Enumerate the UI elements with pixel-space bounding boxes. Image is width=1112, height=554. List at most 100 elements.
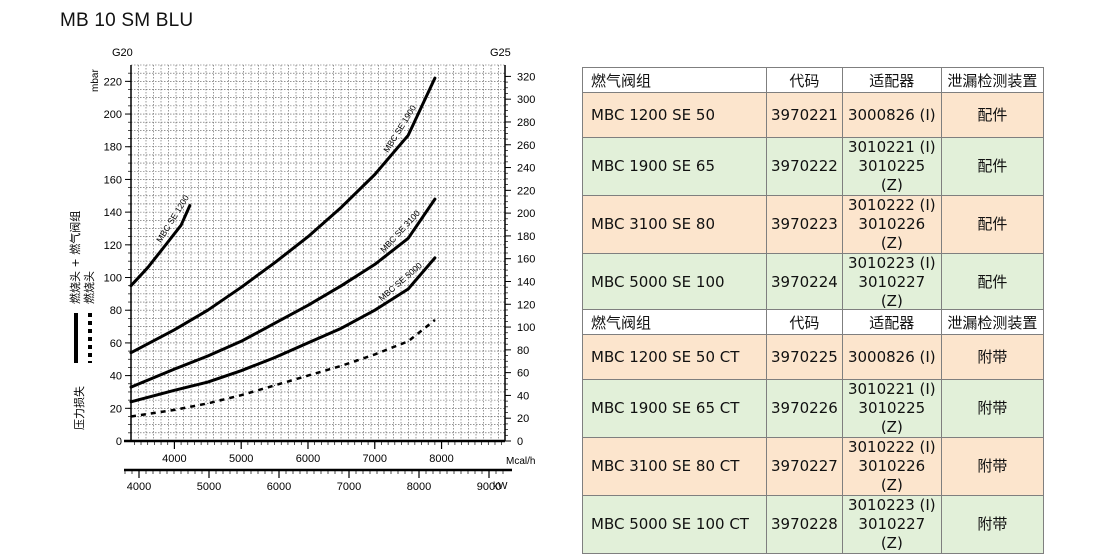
legend-title: 压力损失 [72, 386, 86, 430]
adapter-line: 3010222 (I) [847, 196, 936, 214]
table-row: MBC 1900 SE 65 CT 3970226 3010221 (I) 301… [582, 379, 1045, 438]
leak-detection: 附带 [940, 379, 1045, 438]
leak-detection: 附带 [940, 437, 1045, 496]
adapter-code: 3010222 (I) 3010226 (Z) [841, 195, 942, 254]
adapter-code: 3010221 (I) 3010225 (Z) [841, 379, 942, 438]
table-row: MBC 5000 SE 100 3970224 3010223 (I) 30102… [582, 253, 1045, 312]
left-tick-label: 100 [104, 273, 122, 285]
adapter-line: 3010221 (I) [847, 138, 936, 156]
series-point [163, 245, 165, 247]
series-point [207, 355, 209, 357]
valve-name: MBC 5000 SE 100 [582, 253, 767, 312]
series-point [434, 77, 436, 79]
series-line-0 [129, 204, 192, 288]
left-axis-top-label: G20 [112, 47, 133, 59]
series-point [130, 285, 132, 287]
adapter-line: 3000826 (I) [847, 347, 936, 366]
series-point [173, 368, 175, 370]
series-point [307, 304, 309, 306]
table-header-row: 燃气阀组 代码 适配器 泄漏检测装置 [582, 309, 1045, 335]
leak-detection: 附带 [940, 495, 1045, 554]
adapter-line: 3010227 (Z) [858, 273, 926, 310]
table-row: MBC 5000 SE 100 CT 3970228 3010223 (I) 30… [582, 495, 1045, 554]
page-title: MB 10 SM BLU [60, 10, 194, 31]
series-point [147, 267, 149, 269]
series-point [407, 288, 409, 290]
valve-name: MBC 5000 SE 100 CT [582, 495, 767, 554]
right-tick-label: 100 [517, 322, 535, 334]
gas-valve-table-included: 燃气阀组 代码 适配器 泄漏检测装置 MBC 1200 SE 50 CT 397… [582, 309, 1045, 554]
left-tick-label: 40 [110, 371, 122, 383]
valve-code: 3970223 [766, 195, 843, 254]
leak-detection: 配件 [940, 253, 1045, 312]
series-point [340, 327, 342, 329]
series-point [180, 224, 182, 226]
adapter-code: 3010222 (I) 3010226 (Z) [841, 437, 942, 496]
table-row: MBC 3100 SE 80 CT 3970227 3010222 (I) 301… [582, 437, 1045, 496]
left-tick-label: 80 [110, 305, 122, 317]
kw-tick-label: 5000 [197, 481, 221, 493]
valve-name: MBC 3100 SE 80 [582, 195, 767, 254]
table-row: MBC 1200 SE 50 3970221 3000826 (I) 配件 [582, 92, 1045, 138]
adapter-code: 3000826 (I) [841, 92, 942, 138]
valve-name: MBC 1200 SE 50 CT [582, 334, 767, 380]
x-axis-kw-label: kW [493, 481, 508, 492]
kw-tick-label: 7000 [337, 481, 361, 493]
adapter-line: 3010227 (Z) [858, 515, 926, 552]
leak-detection: 配件 [940, 92, 1045, 138]
left-tick-label: 0 [116, 436, 122, 448]
series-point [130, 352, 132, 354]
series-label: MBC SE 3100 [378, 208, 422, 255]
header-adapter: 适配器 [841, 309, 942, 335]
series-point [274, 322, 276, 324]
series-point [130, 386, 132, 388]
chart-legend: 燃烧头 + 燃气阀组 燃烧头 压力损失 [68, 211, 96, 430]
chart-axes [124, 65, 512, 478]
left-tick-label: 180 [104, 142, 122, 154]
mcal-tick-label: 8000 [429, 453, 453, 465]
header-leak-detection: 泄漏检测装置 [940, 67, 1045, 93]
series-point [434, 257, 436, 259]
right-tick-label: 300 [517, 94, 535, 106]
right-tick-label: 260 [517, 140, 535, 152]
header-adapter: 适配器 [841, 67, 942, 93]
series-point [130, 415, 132, 417]
series-point [207, 402, 209, 404]
right-tick-label: 320 [517, 71, 535, 83]
left-tick-label: 140 [104, 207, 122, 219]
series-point [274, 262, 276, 264]
right-tick-label: 80 [517, 345, 529, 357]
chart-grid [130, 64, 505, 442]
series-point [340, 365, 342, 367]
series-point [307, 236, 309, 238]
series-point [240, 370, 242, 372]
series-point [307, 342, 309, 344]
chart-series [129, 76, 437, 418]
adapter-code: 3010223 (I) 3010227 (Z) [841, 253, 942, 312]
right-tick-label: 0 [517, 436, 523, 448]
adapter-line: 3010221 (I) [847, 380, 936, 398]
leak-detection: 附带 [940, 334, 1045, 380]
adapter-line: 3010226 (Z) [858, 457, 926, 494]
table-header-row: 燃气阀组 代码 适配器 泄漏检测装置 [582, 67, 1045, 93]
series-point [274, 357, 276, 359]
series-point [374, 353, 376, 355]
adapter-code: 3010223 (I) 3010227 (Z) [841, 495, 942, 554]
right-tick-label: 220 [517, 185, 535, 197]
table-row: MBC 1200 SE 50 CT 3970225 3000826 (I) 附带 [582, 334, 1045, 380]
series-point [189, 205, 191, 207]
series-point [274, 384, 276, 386]
valve-code: 3970224 [766, 253, 843, 312]
series-point [434, 198, 436, 200]
left-tick-label: 60 [110, 338, 122, 350]
series-point [240, 286, 242, 288]
series-point [173, 389, 175, 391]
valve-name: MBC 1900 SE 65 [582, 137, 767, 196]
series-point [207, 309, 209, 311]
leak-detection: 配件 [940, 137, 1045, 196]
series-line-4 [130, 319, 436, 418]
mcal-tick-label: 5000 [229, 453, 253, 465]
adapter-line: 3010223 (I) [847, 496, 936, 514]
mcal-tick-label: 7000 [363, 453, 387, 465]
valve-name: MBC 3100 SE 80 CT [582, 437, 767, 496]
